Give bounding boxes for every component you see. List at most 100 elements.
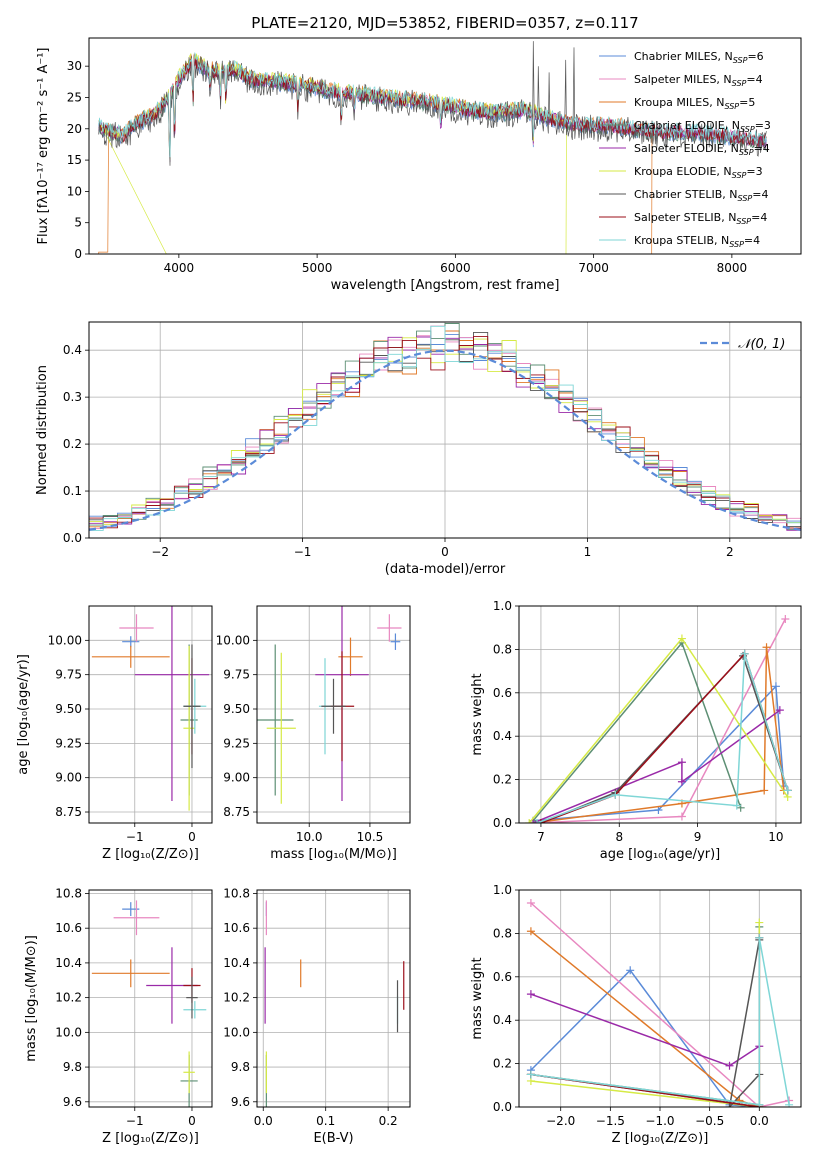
panel-age-vs-Z: −1 0 8.75 9.00 9.25 9.50 9.75 10.00 Z [log₁₀(Z/Z… [16, 605, 213, 862]
age-vs-mass-ytick-label: 9.75 [223, 668, 250, 682]
massweight-vs-Z-series-kroupa-miles [530, 930, 760, 1107]
age-vs-Z-plot-area [89, 606, 212, 823]
massweight-vs-age-marker-kroupa-miles [762, 643, 771, 652]
age-vs-mass-point-chabrier-stelib [321, 678, 346, 734]
age-vs-mass-xtick-label: 10.0 [296, 830, 323, 844]
massweight-vs-age-xtick-label: 9 [694, 830, 702, 844]
legend-entry-chabrier-stelib: Chabrier STELIB, NSSP=4 [634, 188, 768, 203]
massweight-vs-age-series-salpeter-elodie [532, 709, 781, 823]
massweight-vs-Z-xtick-label: −1.0 [645, 1114, 674, 1128]
massweight-vs-age-marker-kroupa-stelib [611, 790, 620, 799]
mass-vs-Z-xlabel: Z [log₁₀(Z/Z⊙)] [102, 1131, 199, 1146]
massweight-vs-Z-ytick-label: 0.4 [493, 1013, 512, 1027]
massweight-vs-Z-ytick-label: 0.0 [493, 1100, 512, 1114]
age-vs-mass-ytick-label: 9.25 [223, 736, 250, 750]
massweight-vs-age-series-chabrier-stelib [540, 654, 789, 823]
massweight-vs-age-marker-salpeter-elodie [677, 758, 686, 767]
massweight-vs-Z-marker-kroupa-stelib [785, 1100, 794, 1107]
normal-curve [89, 349, 801, 531]
massweight-vs-age-xtick-label: 8 [615, 830, 623, 844]
age-vs-Z-ytick-label: 8.75 [55, 805, 82, 819]
massweight-vs-age-marker-salpeter-elodie [677, 777, 686, 786]
mass-vs-Z-ytick-label: 10.8 [55, 886, 82, 900]
mass-vs-Z-xtick-label: 0 [188, 1114, 196, 1128]
legend-entry-kroupa-stelib: Kroupa STELIB, NSSP=4 [634, 234, 760, 249]
panel-mass-vs-Z: −1 0 9.6 9.8 10.0 10.2 10.4 10.6 10.8 Z [log₁₀(Z/… [24, 886, 213, 1146]
massweight-vs-age-marker-salpeter-elodie [775, 706, 784, 715]
massweight-vs-Z-plot-area [519, 890, 801, 1107]
spectrum-xtick-label: 5000 [302, 261, 333, 275]
massweight-vs-age-marker-kroupa-stelib [732, 801, 741, 810]
age-vs-mass-xtick-label: 10.5 [357, 830, 384, 844]
legend-entry-kroupa-elodie: Kroupa ELODIE, NSSP=3 [634, 165, 763, 180]
massweight-vs-Z-ylabel: mass weight [470, 957, 485, 1039]
residuals-ytick-label: 0.2 [63, 437, 82, 451]
massweight-vs-age-ylabel: mass weight [470, 673, 485, 755]
age-vs-Z-ytick-label: 10.00 [48, 633, 82, 647]
panel-residuals: −2 −1 0 1 2 0.0 0.1 0.2 0.3 0.4 (data-model)/error… [35, 321, 802, 577]
mass-vs-EBV-xtick-label: 0.0 [254, 1114, 273, 1128]
spectrum-ytick-label: 5 [74, 216, 82, 230]
age-vs-Z-point-kroupa-miles [91, 645, 170, 668]
age-vs-Z-xlabel: Z [log₁₀(Z/Z⊙)] [102, 847, 199, 862]
age-vs-Z-ylabel: age [log₁₀(age/yr)] [16, 654, 31, 775]
age-vs-mass-point-kroupa-elodie [266, 652, 296, 804]
panel-massweight-vs-Z: −2.0 −1.5 −1.0 −0.5 0.0 0.0 0.2 0.4 0.6 0.8 1.0 Z [… [470, 883, 802, 1146]
massweight-vs-age-frame [518, 605, 802, 824]
age-vs-mass-ytick-label: 8.75 [223, 805, 250, 819]
age-vs-mass-point-salpeter-miles [377, 614, 402, 642]
spectrum-ytick-label: 25 [67, 90, 82, 104]
massweight-vs-age-marker-salpeter-miles [677, 812, 686, 821]
age-vs-mass-ytick-label: 10.00 [216, 633, 250, 647]
mass-vs-Z-ytick-label: 10.0 [55, 1025, 82, 1039]
age-vs-mass-frame [256, 605, 411, 824]
legend-entry-chabrier-elodie: Chabrier ELODIE, NSSP=3 [634, 119, 771, 134]
age-vs-Z-ytick-label: 9.50 [55, 702, 82, 716]
massweight-vs-Z-xtick-label: 0.0 [750, 1114, 769, 1128]
spectrum-xtick-label: 8000 [717, 261, 748, 275]
spectrum-ylabel: Flux [fλ10⁻¹⁷ erg cm⁻² s⁻¹ A⁻¹] [36, 48, 51, 245]
spectrum-series-kroupa-elodie [98, 52, 567, 254]
mass-vs-EBV-ytick-label: 10.8 [223, 886, 250, 900]
spectrum-legend: Chabrier MILES, NSSP=6 Salpeter MILES, NS… [599, 50, 771, 249]
massweight-vs-age-marker-kroupa-elodie [525, 819, 534, 823]
age-vs-mass-point-chabrier-miles [390, 633, 401, 650]
residuals-xtick-label: 1 [584, 545, 592, 559]
age-vs-Z-point-kroupa-elodie [183, 645, 195, 811]
panel-spectrum: 4000 5000 6000 7000 8000 0 5 10 15 20 25 30 waveleng… [36, 37, 802, 293]
massweight-vs-Z-marker-kroupa-stelib [755, 1100, 764, 1107]
mass-vs-Z-point-kroupa-elodie [183, 1051, 195, 1094]
spectrum-xtick-label: 7000 [578, 261, 609, 275]
legend-entry-salpeter-stelib: Salpeter STELIB, NSSP=4 [634, 211, 767, 226]
massweight-vs-Z-xlabel: Z [log₁₀(Z/Z⊙)] [612, 1131, 709, 1146]
age-vs-Z-ytick-label: 9.75 [55, 668, 82, 682]
residuals-xtick-label: −1 [294, 545, 312, 559]
residuals-xtick-label: −2 [151, 545, 169, 559]
age-vs-mass-ytick-label: 9.00 [223, 771, 250, 785]
massweight-vs-Z-marker-kroupa-stelib [755, 933, 764, 942]
mass-vs-EBV-ytick-label: 10.6 [223, 921, 250, 935]
age-vs-mass-point-chabrier-elodie [257, 644, 294, 796]
legend-entry-chabrier-miles: Chabrier MILES, NSSP=6 [634, 50, 764, 65]
massweight-vs-age-ytick-label: 0.6 [493, 686, 512, 700]
mass-vs-EBV-plot-area [257, 890, 410, 1107]
massweight-vs-Z-series-kroupa-stelib [530, 937, 790, 1106]
age-vs-Z-ytick-label: 9.00 [55, 771, 82, 785]
massweight-vs-Z-marker-salpeter-elodie [725, 1061, 734, 1070]
mass-vs-Z-ytick-label: 10.6 [55, 921, 82, 935]
spectrum-ytick-label: 0 [74, 247, 82, 261]
residuals-xlabel: (data-model)/error [385, 562, 506, 577]
mass-vs-Z-ytick-label: 10.2 [55, 991, 82, 1005]
massweight-vs-Z-series-chabrier-elodie [530, 926, 761, 1106]
mass-vs-EBV-xlabel: E(B-V) [313, 1131, 353, 1146]
mass-vs-Z-ytick-label: 9.6 [63, 1095, 82, 1109]
massweight-vs-age-series-chabrier-miles [533, 684, 785, 822]
residuals-ylabel: Normed distribution [35, 365, 50, 495]
mass-vs-Z-frame [88, 889, 213, 1108]
massweight-vs-Z-marker-salpeter-elodie [526, 990, 535, 999]
massweight-vs-Z-series-salpeter-stelib [530, 937, 761, 1107]
age-vs-Z-point-chabrier-stelib [183, 644, 201, 769]
massweight-vs-age-xtick-label: 10 [768, 830, 783, 844]
residuals-ytick-label: 0.4 [63, 343, 82, 357]
